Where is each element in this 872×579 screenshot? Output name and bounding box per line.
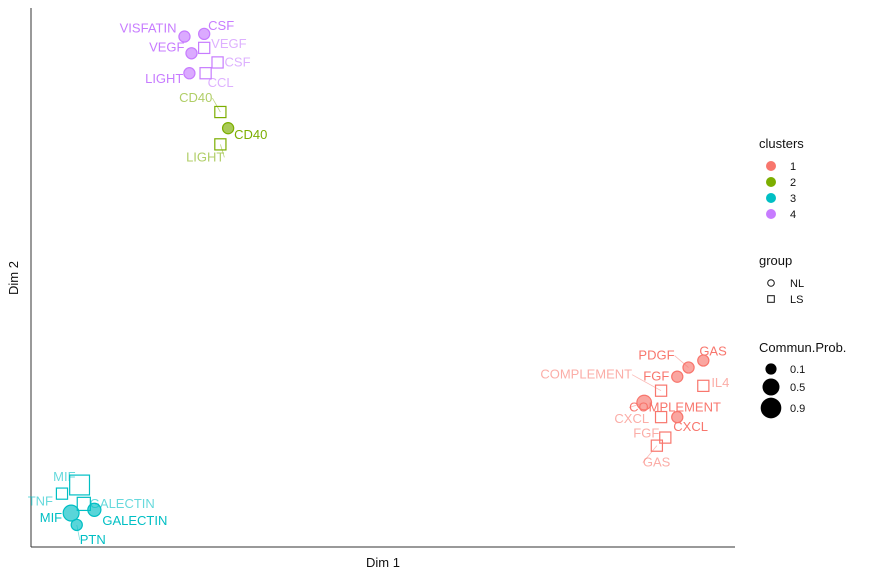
legend-cluster-1-label: 1 <box>790 161 796 173</box>
label-9: LIGHT <box>186 149 224 164</box>
label-guide-9 <box>219 144 225 158</box>
point-11-gas-nl <box>697 354 710 367</box>
legend-group-nl-label: NL <box>790 278 804 290</box>
legend-size-1-label: 0.5 <box>790 382 805 394</box>
label-19: GAS <box>643 455 671 470</box>
point-4-csf-ls <box>211 56 224 69</box>
legend-clusters: 1 2 3 4 <box>766 161 796 221</box>
label-6: CCL <box>208 75 234 90</box>
y-axis-title: Dim 2 <box>6 261 21 295</box>
legend-group-title: group <box>759 253 792 268</box>
point-12-fgf-nl <box>671 370 684 383</box>
legend-size-2-label: 0.9 <box>790 403 805 415</box>
point-19-gas-ls <box>650 439 664 452</box>
label-5: LIGHT <box>145 71 183 86</box>
point-20-mif-ls <box>69 474 91 496</box>
point-2-vegf-ls <box>198 41 211 55</box>
point-25-ptn-nl <box>70 518 83 532</box>
legend-size-title: Commun.Prob. <box>759 340 846 355</box>
point-8-cd40-nl <box>221 122 235 135</box>
legend-cluster-3-label: 3 <box>790 193 796 205</box>
label-guide-7 <box>212 97 221 113</box>
point-0-visfatin-nl <box>178 30 191 43</box>
legend: clusters 1 2 3 4 group NL LS Commun.Prob. 0.… <box>759 136 846 419</box>
label-guide-14 <box>631 374 662 392</box>
label-15: COMPLEMENT <box>629 400 721 415</box>
label-3: VEGF <box>149 39 184 54</box>
label-24: MIF <box>40 510 62 525</box>
point-5-light-nl <box>183 67 196 80</box>
legend-size-0-label: 0.1 <box>790 364 805 376</box>
legend-size-2-key <box>760 397 782 419</box>
point-13-il4-ls <box>697 379 710 393</box>
legend-group: NL LS <box>767 278 804 306</box>
point-21-tnf-ls <box>55 487 69 500</box>
axes: Dim 1 Dim 2 <box>6 8 735 570</box>
point-marks <box>55 27 710 532</box>
point-17-cxcl-ls <box>654 410 668 424</box>
label-11: GAS <box>699 344 727 359</box>
label-23: GALECTIN <box>102 513 167 528</box>
label-2: VEGF <box>211 36 246 51</box>
label-4: CSF <box>225 54 251 69</box>
label-1: CSF <box>208 18 234 33</box>
legend-cluster-4-label: 4 <box>790 209 796 221</box>
legend-cluster-1-key <box>766 161 776 171</box>
label-12: FGF <box>643 369 669 384</box>
point-3-vegf-nl <box>185 47 198 60</box>
label-20: MIF <box>53 469 75 484</box>
point-18-fgf-ls <box>659 431 672 444</box>
label-16: CXCL <box>673 419 708 434</box>
label-guides <box>76 97 689 540</box>
point-23-galectin-nl <box>87 502 102 517</box>
point-14-complement-ls <box>654 384 668 397</box>
label-17: CXCL <box>614 411 649 426</box>
point-9-light-ls <box>214 138 227 151</box>
label-0: VISFATIN <box>120 21 177 36</box>
point-7-cd40-ls <box>214 105 227 119</box>
label-22: GALECTIN <box>90 496 155 511</box>
point-15-complement-nl <box>636 394 653 411</box>
point-24-mif-nl <box>62 504 80 522</box>
label-14: COMPLEMENT <box>540 367 632 382</box>
legend-group-nl-key <box>767 279 775 287</box>
x-axis-title: Dim 1 <box>366 555 400 570</box>
label-21: TNF <box>28 494 53 509</box>
legend-clusters-title: clusters <box>759 136 804 151</box>
point-1-csf-nl <box>198 27 211 41</box>
label-7: CD40 <box>179 90 212 105</box>
legend-size-0-key <box>765 363 777 375</box>
legend-cluster-4-key <box>766 209 776 219</box>
legend-group-ls-key <box>767 295 775 303</box>
label-guide-19 <box>642 445 658 463</box>
label-8: CD40 <box>234 127 267 142</box>
legend-cluster-2-label: 2 <box>790 177 796 189</box>
legend-size: 0.1 0.5 0.9 <box>760 363 805 419</box>
point-22-galectin-ls <box>76 496 91 512</box>
legend-cluster-3-key <box>766 193 776 203</box>
point-6-ccl-ls <box>199 67 212 80</box>
label-13: IL4 <box>711 375 729 390</box>
legend-size-1-key <box>762 378 780 396</box>
legend-group-ls-label: LS <box>790 294 803 306</box>
label-18: FGF <box>633 426 659 441</box>
label-25: PTN <box>80 532 106 547</box>
point-16-cxcl-nl <box>671 410 684 424</box>
label-10: PDGF <box>638 348 674 363</box>
legend-cluster-2-key <box>766 177 776 187</box>
point-10-pdgf-nl <box>682 361 695 374</box>
